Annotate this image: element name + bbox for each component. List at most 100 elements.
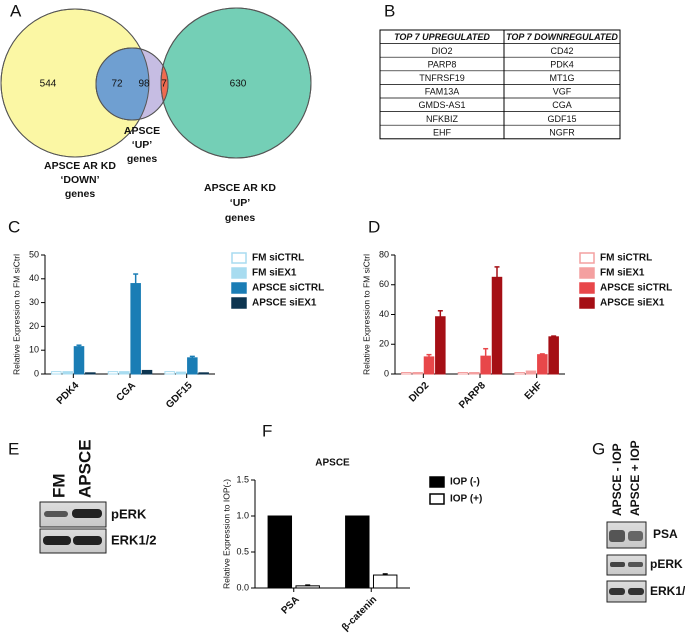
legend-swatch <box>429 476 445 488</box>
bar <box>548 336 559 375</box>
x-tick-label: PDK4 <box>55 380 82 407</box>
bar <box>267 515 293 589</box>
venn-count: 630 <box>230 79 247 90</box>
legend-swatch <box>579 297 595 309</box>
table-cell: CGA <box>552 100 572 110</box>
blot-frame <box>606 554 647 576</box>
legend-label: FM siCTRL <box>252 253 304 264</box>
bar <box>198 372 209 375</box>
venn-caption: ‘UP’ <box>230 197 251 209</box>
y-axis-label: Relative Expression to FM siCtrl <box>361 254 371 375</box>
x-tick-label: GDF15 <box>164 380 195 411</box>
blot-frame <box>606 580 647 603</box>
lane-label: FM <box>49 473 68 498</box>
y-tick-label: 1.5 <box>236 474 249 484</box>
bar <box>85 372 96 375</box>
venn-outline <box>95 47 169 121</box>
bar <box>480 355 491 375</box>
blot-g: APSCE - IOP APSCE + IOP PSA pERK ERK1/2 <box>606 440 685 603</box>
table-cell: MT1G <box>549 73 574 83</box>
table-cell: EHF <box>433 127 452 137</box>
blot-band <box>43 536 71 545</box>
bar <box>457 372 469 375</box>
venn-count: 72 <box>111 79 123 90</box>
bar <box>401 372 412 375</box>
legend-swatch <box>231 267 247 279</box>
table-cell: DIO2 <box>431 46 452 56</box>
legend-swatch <box>231 282 247 294</box>
venn <box>0 7 312 159</box>
venn-caption: APSCE AR KD <box>44 160 116 172</box>
bar <box>187 357 198 375</box>
band-label: ERK1/2 <box>650 584 685 598</box>
venn-caption: genes <box>65 188 96 200</box>
y-tick-label: 20 <box>29 321 39 331</box>
table-cell: FAM13A <box>425 87 460 97</box>
panel-label: B <box>384 1 395 20</box>
panel-label: G <box>592 439 605 458</box>
x-tick-label: DIO2 <box>407 380 432 405</box>
panel-label: F <box>262 421 272 440</box>
bar <box>491 276 503 375</box>
legend-swatch <box>579 252 595 264</box>
y-tick-label: 60 <box>379 279 389 289</box>
y-tick-label: 40 <box>379 309 389 319</box>
y-axis-label: Relative Expression to FM siCtrl <box>11 254 21 375</box>
venn-outline <box>160 7 312 159</box>
venn-count: 7 <box>161 79 167 90</box>
blot-band <box>628 562 643 567</box>
venn-caption: ‘DOWN’ <box>60 174 99 186</box>
blot-band <box>44 511 68 517</box>
y-tick-label: 0 <box>34 368 39 378</box>
table-cell: CD42 <box>550 46 573 56</box>
legend-swatch <box>579 267 595 279</box>
legend-label: FM siEX1 <box>252 268 297 279</box>
legend-label: APSCE siEX1 <box>600 298 665 309</box>
table-cell: NGFR <box>549 127 575 137</box>
panel-label: D <box>368 217 380 236</box>
bar <box>525 370 537 375</box>
table-cell: TNFRSF19 <box>419 73 465 83</box>
bar <box>51 371 62 375</box>
x-tick-label: β-catenin <box>340 594 379 633</box>
bar <box>435 316 446 375</box>
bar <box>537 354 548 375</box>
x-tick-label: PARP8 <box>457 380 488 411</box>
table-cell: PARP8 <box>428 59 457 69</box>
blot-band <box>73 536 102 545</box>
bar <box>119 371 130 375</box>
band-label: PSA <box>653 527 678 541</box>
x-tick-label: CGA <box>114 380 138 404</box>
legend-swatch <box>429 493 445 505</box>
y-tick-label: 20 <box>379 339 389 349</box>
panel-label: C <box>8 217 20 236</box>
band-label: ERK1/2 <box>111 532 157 547</box>
venn-count: 98 <box>138 79 150 90</box>
bar <box>141 369 153 375</box>
x-tick-label: EHF <box>523 380 545 402</box>
y-tick-label: 0.0 <box>236 582 249 592</box>
blot-band <box>609 530 625 542</box>
legend-swatch <box>579 282 595 294</box>
y-tick-label: 1.0 <box>236 510 249 520</box>
y-tick-label: 0 <box>384 368 389 378</box>
panel-label: E <box>8 439 19 458</box>
y-axis-label: Relative Expression to IOP(-) <box>221 479 231 589</box>
venn-caption: genes <box>225 212 256 224</box>
panel-label: A <box>10 1 22 20</box>
blot-band <box>72 509 102 518</box>
band-label: pERK <box>650 557 683 571</box>
legend-label: APSCE siCTRL <box>252 283 324 294</box>
venn-outline <box>0 8 150 158</box>
bar <box>73 346 85 375</box>
bar <box>514 372 525 375</box>
lane-label: APSCE <box>75 439 94 498</box>
venn-count: 544 <box>40 79 57 90</box>
y-tick-label: 40 <box>29 273 39 283</box>
chart-title: APSCE <box>315 458 350 469</box>
x-tick-label: PSA <box>279 594 301 616</box>
table-cell: VGF <box>553 87 572 97</box>
blot-band <box>609 588 625 595</box>
legend-label: IOP (-) <box>450 477 480 488</box>
